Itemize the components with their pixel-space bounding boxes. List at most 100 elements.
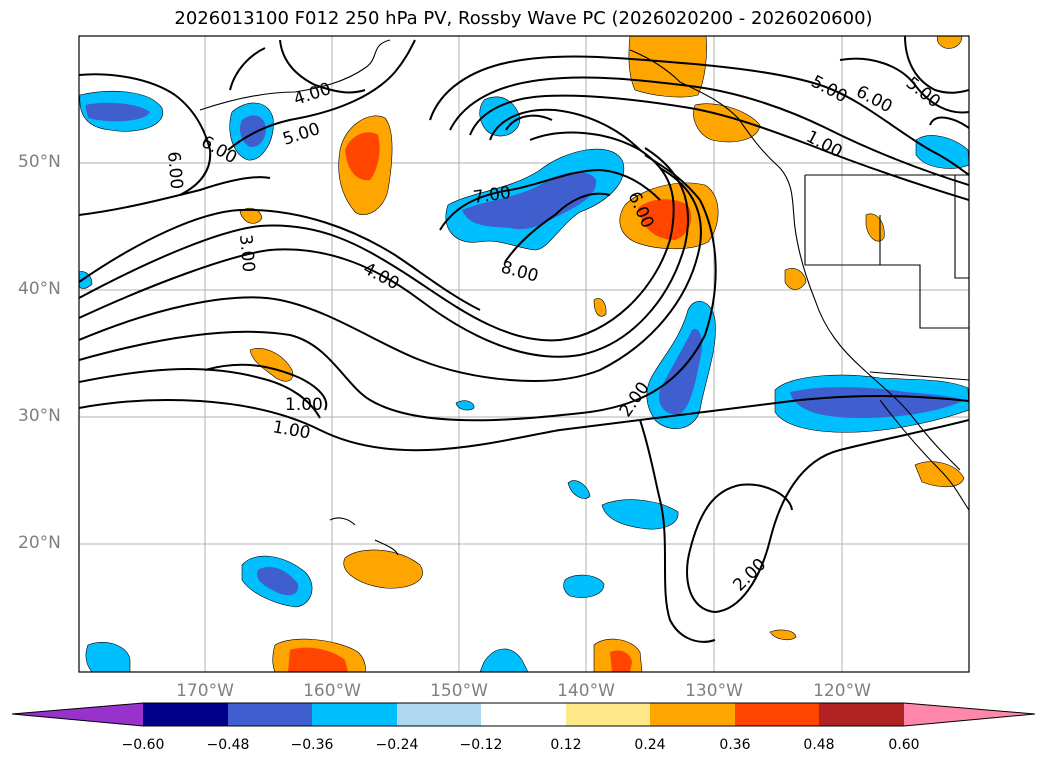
colorbar-tick-label: 0.60 — [888, 737, 920, 753]
neg-blob-tiny — [455, 400, 475, 411]
contour-2-south — [686, 419, 969, 614]
contour-6-nw — [79, 73, 212, 196]
neg-blob-bottom-mid — [479, 648, 529, 672]
colorbar-segment — [650, 703, 735, 726]
colorbar — [11, 702, 1036, 727]
neg-blob-small1 — [567, 480, 591, 499]
pos-blob-calif — [784, 268, 807, 290]
contour-2 — [79, 154, 717, 422]
colorbar-tick-label: 0.24 — [634, 737, 666, 753]
west-coast — [629, 49, 961, 471]
colorbar-segment — [228, 703, 312, 726]
lat-label: 40°N — [18, 279, 61, 299]
lon-label: 140°W — [557, 681, 615, 701]
colorbar-segment — [735, 703, 819, 726]
lon-label: 150°W — [430, 681, 488, 701]
contour-6 — [79, 208, 481, 311]
pos-core-bottom-mid — [610, 650, 632, 672]
pos-blob-alaska — [628, 36, 707, 98]
contour-label: 1.00 — [285, 395, 323, 415]
map-frame — [78, 35, 970, 673]
us-mexico-border — [869, 371, 969, 381]
neg-blob-bottom-left — [85, 641, 131, 672]
contour-8 — [504, 192, 611, 263]
lon-label: 170°W — [176, 681, 234, 701]
contour-3-jet — [469, 94, 969, 201]
hawaii-islands — [329, 517, 399, 556]
contour-5 — [79, 131, 675, 342]
colorbar-segment — [312, 703, 397, 726]
neg-core-offshore — [659, 329, 703, 415]
pos-core-bottom — [288, 647, 348, 672]
state-border-3 — [954, 175, 969, 279]
contour-5-north — [227, 39, 416, 151]
baja-coast — [879, 399, 969, 511]
pos-blob-small4 — [769, 629, 797, 641]
contour-6-east — [929, 116, 969, 129]
contour-4-jet — [449, 76, 969, 186]
lon-label: 160°W — [303, 681, 361, 701]
neg-blob-subtropic — [601, 499, 679, 530]
contour-2-southwest — [639, 419, 716, 643]
pos-core-north-central — [345, 132, 380, 181]
contour-1-south — [79, 395, 969, 452]
contour-1-west — [79, 368, 321, 419]
colorbar-segment — [566, 703, 650, 726]
colorbar-outline — [11, 702, 1036, 727]
contour-label: 3.00 — [235, 234, 258, 273]
pv-anomaly-shading — [79, 36, 969, 672]
colorbar-segment — [397, 703, 481, 726]
contour-5-ne — [904, 36, 969, 94]
contour-8-trough — [505, 114, 553, 131]
colorbar-tick-label: −0.24 — [375, 737, 419, 753]
neg-core-nw — [85, 102, 150, 122]
neg-core-aleutian — [240, 115, 266, 148]
colorbar-segment — [143, 703, 228, 726]
contour-label: 6.00 — [163, 151, 186, 190]
state-border-2 — [880, 264, 969, 329]
pos-core-ridge — [638, 199, 692, 240]
map-title: 2026013100 F012 250 hPa PV, Rossby Wave … — [174, 8, 873, 29]
colorbar-tick-label: −0.60 — [121, 737, 165, 753]
colorbar-tick-label: 0.36 — [719, 737, 751, 753]
pos-blob-hawaii — [343, 549, 423, 589]
colorbar-segment — [481, 703, 566, 726]
colorbar-tick-label: 0.48 — [803, 737, 835, 753]
contour-3 — [79, 167, 702, 382]
colorbar-tick-label: 0.12 — [550, 737, 582, 753]
colorbar-tick-label: −0.36 — [290, 737, 334, 753]
contour-6-ne — [839, 57, 969, 114]
aleutian-chain — [199, 39, 391, 111]
neg-blob-pnw — [915, 135, 969, 169]
map-background — [79, 36, 969, 672]
contour-5-jet — [429, 55, 969, 176]
pv-contours — [79, 36, 969, 643]
pos-blob-small2 — [239, 207, 263, 224]
coastlines — [199, 39, 969, 556]
neg-blob-small2 — [563, 574, 605, 598]
colorbar-extend-max — [904, 703, 1035, 726]
neg-core-sw — [257, 566, 299, 596]
lat-label: 30°N — [18, 406, 61, 426]
contour-2-jet — [489, 108, 641, 151]
colorbar-segment — [819, 703, 904, 726]
lon-label: 120°W — [813, 681, 871, 701]
pos-blob-bc — [693, 103, 761, 143]
neg-core-baja — [790, 387, 965, 418]
contour-1-loop — [204, 363, 328, 411]
colorbar-extend-min — [12, 703, 143, 726]
pos-blob-corner — [936, 36, 963, 49]
colorbar-tick-label: −0.12 — [459, 737, 503, 753]
pos-blob-mexico — [914, 461, 965, 488]
pos-blob-small3 — [593, 298, 607, 317]
contour-7 — [439, 168, 661, 231]
contour-6-west — [79, 176, 271, 216]
state-border-1 — [804, 175, 881, 266]
neg-core-central — [462, 171, 597, 230]
lon-label: 130°W — [685, 681, 743, 701]
lat-label: 20°N — [18, 533, 61, 553]
colorbar-tick-label: −0.48 — [206, 737, 250, 753]
contour-4-north — [229, 39, 366, 94]
lat-label: 50°N — [18, 152, 61, 172]
